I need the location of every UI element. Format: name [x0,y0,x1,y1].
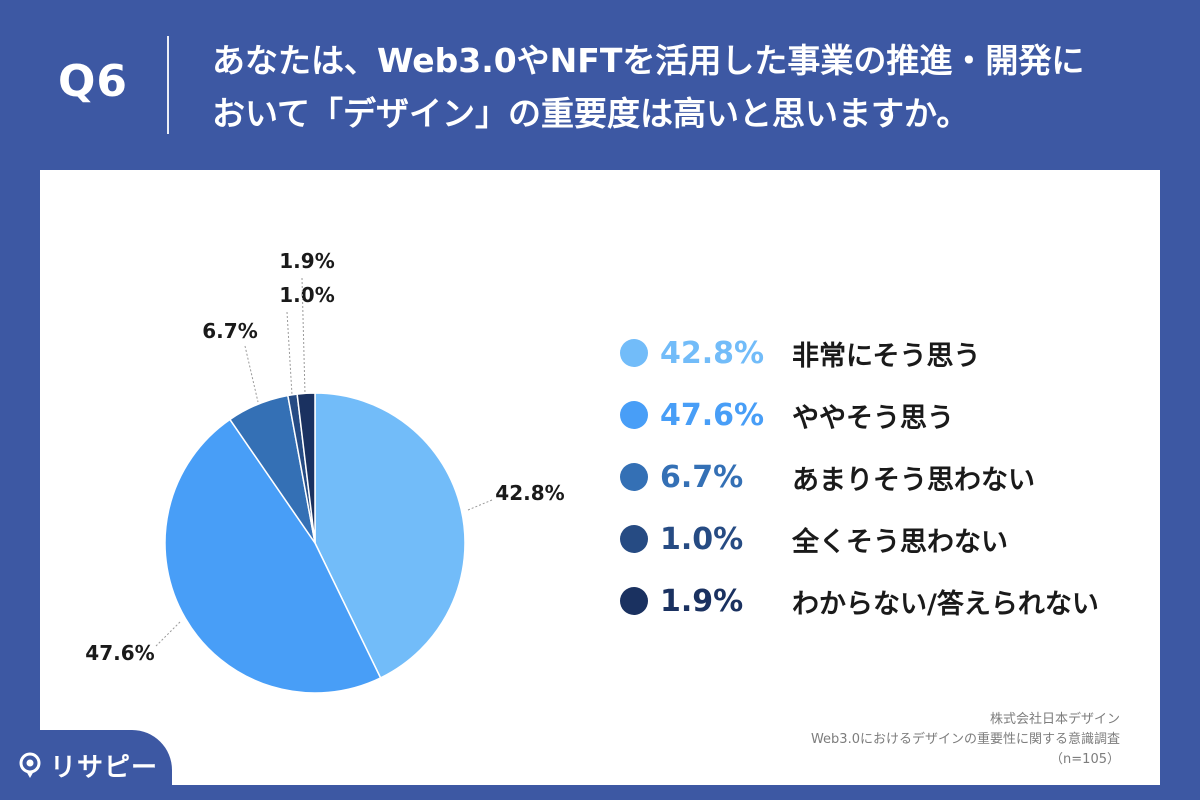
legend-percent-4: 1.0% [660,521,744,557]
data-label-leader-5 [301,277,306,395]
pie-slice-5 [296,392,316,544]
data-label-3: 6.7% [202,319,257,343]
legend-label-4: 全くそう思わない [792,526,1008,558]
header-divider [167,36,169,134]
data-label-leader-1 [467,499,493,511]
legend-item-2: 47.6% ややそう思う [620,384,1140,446]
question-line-1: あなたは、Web3.0やNFTを活用した事業の推進・開発に [212,41,1085,80]
legend-percent-2: 47.6% [660,397,765,433]
legend-swatch-4 [620,525,648,553]
source-survey: Web3.0におけるデザインの重要性に関する意識調査 [810,732,1120,747]
pie-slice-2 [164,418,382,694]
data-label-2: 47.6% [85,641,154,665]
source-company: 株式会社日本デザイン [989,712,1120,727]
legend-item-1: 42.8% 非常にそう思う [620,322,1140,384]
legend-item-4: 1.0% 全くそう思わない [620,508,1140,570]
legend: 42.8% 非常にそう思う 47.6% ややそう思う 6.7% あまりそう思わない 1.0%… [620,322,1140,632]
legend-percent-3: 6.7% [660,459,744,495]
logo-text: リサピー [50,752,159,783]
question-text: あなたは、Web3.0やNFTを活用した事業の推進・開発に おいて「デザイン」の… [212,34,1172,140]
header: Q6 あなたは、Web3.0やNFTを活用した事業の推進・開発に おいて「デザイ… [0,0,1200,170]
legend-percent-1: 42.8% [660,335,765,371]
chart-panel: 42.8% 47.6% 6.7% 1.0% 1.9% 42.8% 非常にそう思う 47.6%… [40,170,1160,785]
question-number: Q6 [58,56,129,107]
pie-chart: 42.8% 47.6% 6.7% 1.0% 1.9% [85,249,565,694]
legend-item-3: 6.7% あまりそう思わない [620,446,1140,508]
pin-icon [19,752,41,778]
source-note: 株式会社日本デザイン Web3.0におけるデザインの重要性に関する意識調査 （n… [600,710,1120,770]
legend-percent-5: 1.9% [660,583,744,619]
legend-label-3: あまりそう思わない [792,464,1035,496]
data-label-leader-4 [286,311,293,396]
data-label-1: 42.8% [495,481,564,505]
legend-label-2: ややそう思う [792,402,954,434]
data-label-5: 1.9% [279,249,334,273]
legend-swatch-1 [620,339,648,367]
data-label-4: 1.0% [279,283,334,307]
legend-label-5: わからない/答えられない [792,588,1099,620]
legend-label-1: 非常にそう思う [792,340,981,372]
pie-slice-1 [314,392,466,679]
data-label-leader-3 [244,345,259,403]
legend-item-5: 1.9% わからない/答えられない [620,570,1140,632]
question-line-2: おいて「デザイン」の重要度は高いと思いますか。 [212,94,970,133]
legend-swatch-5 [620,587,648,615]
legend-swatch-3 [620,463,648,491]
data-label-leader-2 [155,621,181,647]
source-sample: （n=105） [1050,752,1120,767]
legend-swatch-2 [620,401,648,429]
brand-logo: リサピー [0,730,172,800]
